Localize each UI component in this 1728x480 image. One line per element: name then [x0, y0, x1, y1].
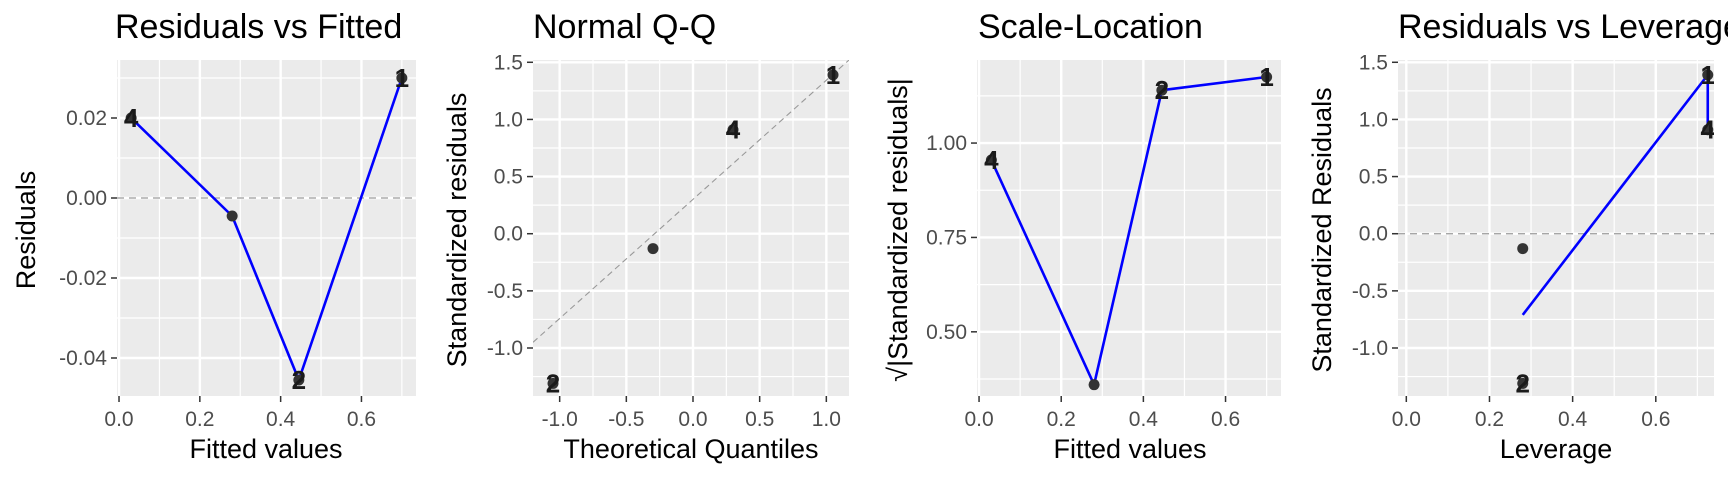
point-label: 2	[1516, 368, 1530, 398]
x-tick-label: 0.0	[964, 408, 993, 431]
data-point	[1517, 377, 1529, 389]
point-label: 2	[1155, 75, 1169, 105]
data-point	[293, 374, 305, 386]
x-axis-title: Fitted values	[189, 434, 342, 464]
plot-content: 2 4 1	[533, 60, 849, 398]
y-tick-label: 0.0	[494, 223, 523, 246]
data-point	[1702, 69, 1714, 81]
x-tick-label: 0.4	[1558, 408, 1588, 431]
x-tick-label: 0.6	[1211, 408, 1240, 431]
data-point	[547, 377, 559, 389]
panel-title: Scale-Location	[978, 8, 1203, 46]
y-tick-label: 0.5	[1359, 166, 1388, 189]
residuals-vs-leverage-panel: Residuals vs Leverage Leverage Standardi…	[1307, 8, 1728, 464]
point-label: 4	[726, 115, 741, 145]
x-axis-title: Leverage	[1500, 434, 1613, 464]
plot-content: 4 2 1	[117, 63, 416, 395]
x-tick-label: 0.6	[347, 408, 376, 431]
y-axis-title: √|Standardized residuals|	[883, 78, 913, 382]
data-point	[647, 243, 659, 255]
y-tick-label: 1.00	[926, 132, 967, 155]
data-point	[396, 72, 408, 84]
panel-title: Normal Q-Q	[533, 8, 716, 46]
y-axis-title: Standardized residuals	[442, 93, 472, 368]
plot-content: 2 1 4	[1398, 60, 1716, 398]
y-tick-label: -1.0	[1352, 337, 1388, 360]
x-tick-label: 0.0	[104, 408, 133, 431]
y-tick-label: -1.0	[487, 337, 523, 360]
data-point	[125, 112, 137, 124]
gridlines	[1398, 60, 1714, 396]
y-tick-label: -0.5	[1352, 280, 1388, 303]
data-point	[1702, 124, 1714, 136]
y-tick-label: 1.5	[1359, 51, 1388, 74]
x-axis-title: Theoretical Quantiles	[563, 434, 818, 464]
point-label: 1	[1701, 60, 1715, 90]
data-point	[1088, 379, 1100, 391]
residuals-vs-fitted-panel: Residuals vs Fitted Fitted values Residu…	[11, 8, 416, 464]
x-tick-label: 0.2	[1047, 408, 1076, 431]
panel-title: Residuals vs Leverage	[1398, 8, 1728, 46]
y-tick-label: 0.5	[494, 166, 523, 189]
data-point	[985, 154, 997, 166]
x-tick-label: 0.2	[185, 408, 214, 431]
normal-qq-panel: Normal Q-Q Theoretical Quantiles Standar…	[442, 8, 849, 464]
smooth-line	[990, 75, 1267, 386]
point-label: 2	[292, 365, 306, 395]
x-tick-label: 0.4	[266, 408, 296, 431]
x-tick-label: 0.0	[1392, 408, 1421, 431]
y-tick-label: -0.04	[59, 347, 107, 370]
x-tick-label: -1.0	[542, 408, 578, 431]
y-axis-title: Standardized Residuals	[1307, 87, 1337, 372]
y-tick-label: -0.02	[59, 267, 107, 290]
x-tick-label: 0.4	[1129, 408, 1159, 431]
smooth-line	[130, 77, 404, 382]
y-tick-label: 0.00	[66, 187, 107, 210]
x-tick-label: 0.6	[1641, 408, 1670, 431]
gridlines	[533, 60, 849, 396]
data-point	[1517, 243, 1529, 255]
y-tick-label: 0.0	[1359, 223, 1388, 246]
data-point	[727, 124, 739, 136]
gridlines	[117, 60, 416, 396]
y-tick-label: 0.50	[926, 321, 967, 344]
plot-content: 4 2 1	[984, 62, 1274, 391]
y-tick-label: -0.5	[487, 280, 523, 303]
data-point	[827, 69, 839, 81]
reference-line	[533, 60, 849, 343]
y-tick-label: 0.75	[926, 226, 967, 249]
point-label: 1	[395, 63, 409, 93]
data-point	[1261, 71, 1273, 83]
plot-background	[1398, 60, 1714, 396]
point-label: 4	[984, 145, 999, 175]
x-tick-label: 0.5	[745, 408, 774, 431]
y-tick-label: 1.0	[1359, 108, 1388, 131]
y-axis-title: Residuals	[11, 171, 41, 290]
plot-background	[533, 60, 849, 396]
x-tick-label: 1.0	[812, 408, 841, 431]
scale-location-panel: Scale-Location Fitted values √|Standardi…	[883, 8, 1281, 464]
y-tick-label: 0.02	[66, 107, 107, 130]
y-tick-label: 1.0	[494, 108, 523, 131]
x-tick-label: -0.5	[608, 408, 644, 431]
x-axis-title: Fitted values	[1053, 434, 1206, 464]
point-label: 1	[826, 60, 840, 90]
data-point	[226, 210, 238, 222]
point-label: 2	[546, 368, 560, 398]
point-label: 4	[124, 103, 139, 133]
plot-background	[117, 60, 416, 396]
x-tick-label: 0.0	[678, 408, 707, 431]
x-tick-label: 0.2	[1475, 408, 1504, 431]
y-tick-label: 1.5	[494, 51, 523, 74]
point-label: 4	[1701, 115, 1716, 145]
point-label: 1	[1259, 62, 1273, 92]
data-point	[1156, 84, 1168, 96]
panel-title: Residuals vs Fitted	[115, 8, 402, 46]
